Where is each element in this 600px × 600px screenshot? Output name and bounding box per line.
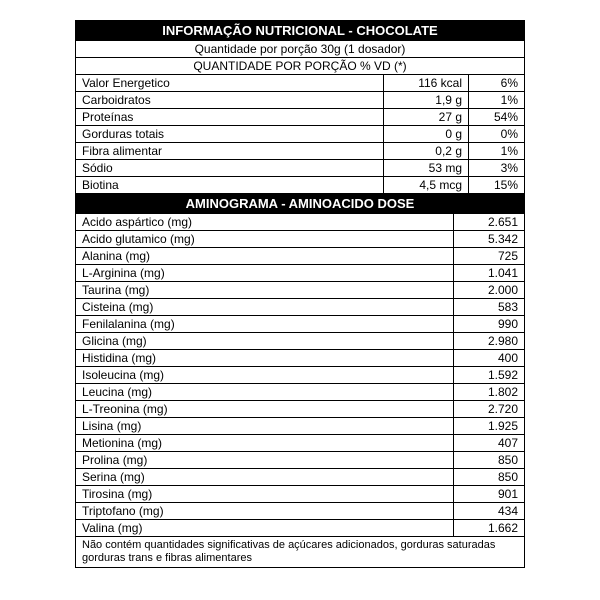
amino-value: 725	[454, 248, 524, 264]
amino-label: Tirosina (mg)	[76, 486, 454, 502]
table-row: Fenilalanina (mg)990	[76, 316, 524, 333]
table-row: Valina (mg)1.662	[76, 520, 524, 537]
amino-value: 1.662	[454, 520, 524, 536]
amino-value: 850	[454, 452, 524, 468]
amino-value: 1.592	[454, 367, 524, 383]
amino-title: AMINOGRAMA - AMINOACIDO DOSE	[76, 194, 524, 214]
table-row: Carboidratos1,9 g1%	[76, 92, 524, 109]
nutri-dv: 1%	[469, 92, 524, 108]
nutri-dv: 54%	[469, 109, 524, 125]
nutri-label: Sódio	[76, 160, 384, 176]
nutri-dv: 15%	[469, 177, 524, 193]
table-row: Metionina (mg)407	[76, 435, 524, 452]
nutri-value: 27 g	[384, 109, 469, 125]
table-row: Taurina (mg)2.000	[76, 282, 524, 299]
table-row: Sódio53 mg3%	[76, 160, 524, 177]
nutri-value: 4,5 mcg	[384, 177, 469, 193]
table-row: Alanina (mg)725	[76, 248, 524, 265]
amino-label: Metionina (mg)	[76, 435, 454, 451]
table-row: L-Arginina (mg)1.041	[76, 265, 524, 282]
amino-value: 1.802	[454, 384, 524, 400]
table-row: Gorduras totais0 g0%	[76, 126, 524, 143]
amino-value: 901	[454, 486, 524, 502]
table-row: L-Treonina (mg)2.720	[76, 401, 524, 418]
table-row: Tirosina (mg)901	[76, 486, 524, 503]
table-row: Lisina (mg)1.925	[76, 418, 524, 435]
amino-label: Leucina (mg)	[76, 384, 454, 400]
amino-label: Alanina (mg)	[76, 248, 454, 264]
amino-value: 434	[454, 503, 524, 519]
amino-label: Acido glutamico (mg)	[76, 231, 454, 247]
table-row: Serina (mg)850	[76, 469, 524, 486]
nutri-dv: 0%	[469, 126, 524, 142]
amino-label: Cisteina (mg)	[76, 299, 454, 315]
nutri-label: Biotina	[76, 177, 384, 193]
amino-table: Acido aspártico (mg)2.651Acido glutamico…	[76, 214, 524, 537]
table-row: Valor Energetico116 kcal6%	[76, 75, 524, 92]
serving-line: Quantidade por porção 30g (1 dosador)	[76, 41, 524, 58]
amino-label: Glicina (mg)	[76, 333, 454, 349]
amino-value: 990	[454, 316, 524, 332]
amino-value: 407	[454, 435, 524, 451]
amino-value: 2.720	[454, 401, 524, 417]
table-row: Fibra alimentar0,2 g1%	[76, 143, 524, 160]
table-row: Triptofano (mg)434	[76, 503, 524, 520]
amino-value: 1.925	[454, 418, 524, 434]
nutrition-table: Valor Energetico116 kcal6%Carboidratos1,…	[76, 75, 524, 194]
amino-value: 2.980	[454, 333, 524, 349]
amino-label: Taurina (mg)	[76, 282, 454, 298]
table-row: Leucina (mg)1.802	[76, 384, 524, 401]
table-row: Glicina (mg)2.980	[76, 333, 524, 350]
amino-value: 850	[454, 469, 524, 485]
amino-label: Isoleucina (mg)	[76, 367, 454, 383]
table-row: Prolina (mg)850	[76, 452, 524, 469]
amino-value: 583	[454, 299, 524, 315]
amino-label: L-Treonina (mg)	[76, 401, 454, 417]
amino-value: 400	[454, 350, 524, 366]
amino-label: Serina (mg)	[76, 469, 454, 485]
nutri-value: 116 kcal	[384, 75, 469, 91]
amino-label: Prolina (mg)	[76, 452, 454, 468]
amino-value: 2.651	[454, 214, 524, 230]
nutri-label: Gorduras totais	[76, 126, 384, 142]
table-row: Histidina (mg)400	[76, 350, 524, 367]
nutri-value: 53 mg	[384, 160, 469, 176]
nutri-value: 0 g	[384, 126, 469, 142]
amino-value: 1.041	[454, 265, 524, 281]
amino-label: Triptofano (mg)	[76, 503, 454, 519]
amino-label: Lisina (mg)	[76, 418, 454, 434]
nutrition-title: INFORMAÇÃO NUTRICIONAL - CHOCOLATE	[76, 21, 524, 41]
amino-label: Acido aspártico (mg)	[76, 214, 454, 230]
nutri-dv: 1%	[469, 143, 524, 159]
nutri-label: Fibra alimentar	[76, 143, 384, 159]
table-row: Biotina4,5 mcg15%	[76, 177, 524, 194]
nutri-value: 1,9 g	[384, 92, 469, 108]
nutri-label: Valor Energetico	[76, 75, 384, 91]
amino-value: 2.000	[454, 282, 524, 298]
table-row: Proteínas27 g54%	[76, 109, 524, 126]
amino-label: Fenilalanina (mg)	[76, 316, 454, 332]
dv-line: QUANTIDADE POR PORÇÃO % VD (*)	[76, 58, 524, 75]
amino-value: 5.342	[454, 231, 524, 247]
nutri-label: Carboidratos	[76, 92, 384, 108]
amino-label: Histidina (mg)	[76, 350, 454, 366]
footnote: Não contém quantidades significativas de…	[76, 537, 524, 567]
nutri-dv: 3%	[469, 160, 524, 176]
nutri-label: Proteínas	[76, 109, 384, 125]
table-row: Isoleucina (mg)1.592	[76, 367, 524, 384]
nutri-dv: 6%	[469, 75, 524, 91]
nutrition-panel: INFORMAÇÃO NUTRICIONAL - CHOCOLATE Quant…	[75, 20, 525, 568]
nutri-value: 0,2 g	[384, 143, 469, 159]
amino-label: Valina (mg)	[76, 520, 454, 536]
amino-label: L-Arginina (mg)	[76, 265, 454, 281]
table-row: Cisteina (mg)583	[76, 299, 524, 316]
table-row: Acido aspártico (mg)2.651	[76, 214, 524, 231]
table-row: Acido glutamico (mg)5.342	[76, 231, 524, 248]
